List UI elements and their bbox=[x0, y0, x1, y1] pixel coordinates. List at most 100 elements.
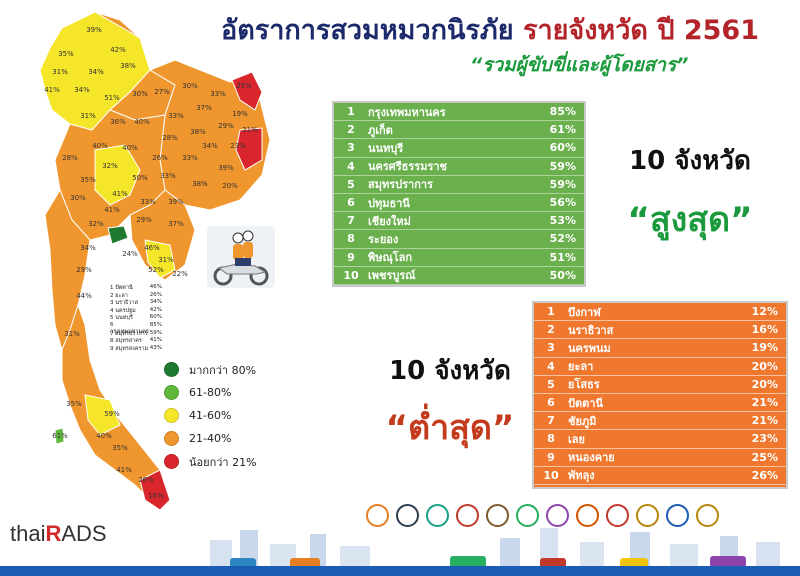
province-value-label: 40% bbox=[96, 432, 112, 440]
province-value-label: 19% bbox=[232, 110, 248, 118]
province-value-label: 39% bbox=[168, 198, 184, 206]
province-value-label: 39% bbox=[86, 26, 102, 34]
province-cell: ชัยภูมิ bbox=[568, 414, 597, 428]
province-cell: นราธิวาส bbox=[568, 323, 614, 337]
province-value-label: 41% bbox=[112, 190, 128, 198]
province-value-label: 16% bbox=[148, 492, 164, 500]
province-cell: พัทลุง bbox=[568, 469, 595, 483]
province-cell: เชียงใหม่ bbox=[368, 214, 411, 228]
province-cell: ระยอง bbox=[368, 232, 399, 246]
province-value-label: 27% bbox=[154, 88, 170, 96]
list-item-value: 43% bbox=[149, 344, 162, 351]
province-cell: กรุงเทพมหานคร bbox=[368, 105, 446, 119]
table-row: 6 ปัตตานี 21% bbox=[534, 394, 786, 413]
province-value-label: 28% bbox=[162, 134, 178, 142]
province-value-label: 37% bbox=[168, 220, 184, 228]
list-item-name: 5 นนทบุรี bbox=[110, 315, 133, 322]
rank-cell: 5 bbox=[547, 377, 555, 391]
province-cell: นนทบุรี bbox=[368, 141, 404, 155]
region-central-yellow bbox=[94, 144, 141, 206]
province-value-label: 33% bbox=[140, 198, 156, 206]
value-cell: 59% bbox=[549, 177, 576, 191]
legend-label: 61-80% bbox=[189, 386, 232, 399]
helmet-icon bbox=[164, 454, 179, 469]
bottom10-caption-lowest: “ต่ำสุด” bbox=[385, 408, 515, 448]
rank-cell: 3 bbox=[347, 141, 355, 155]
list-item: 2 ยะลา 26% bbox=[110, 292, 162, 300]
province-value-label: 46% bbox=[144, 244, 160, 252]
list-item: 3 นราธิวาส 34% bbox=[110, 299, 162, 307]
table-row: 2 นราธิวาส 16% bbox=[534, 321, 786, 340]
province-value-label: 26% bbox=[138, 476, 154, 484]
province-value-label: 31% bbox=[80, 112, 96, 120]
table-row: 8 ระยอง 52% bbox=[334, 230, 584, 249]
partner-logo-4-icon bbox=[456, 504, 479, 527]
province-value-label: 24% bbox=[122, 250, 138, 258]
list-item: 4 นครปฐม 42% bbox=[110, 307, 162, 315]
province-value-label: 29% bbox=[76, 266, 92, 274]
legend-label: 21-40% bbox=[189, 432, 232, 445]
rank-cell: 10 bbox=[343, 268, 359, 282]
partner-logo-8-icon bbox=[576, 504, 599, 527]
province-value-label: 35% bbox=[80, 176, 96, 184]
province-cell: บึงกาฬ bbox=[568, 305, 601, 319]
map-regions bbox=[39, 11, 271, 511]
brand-part-c: ADS bbox=[61, 521, 107, 546]
value-cell: 52% bbox=[549, 232, 576, 246]
value-cell: 53% bbox=[549, 214, 576, 228]
rank-cell: 9 bbox=[347, 250, 355, 264]
title-block: อัตราการสวมหมวกนิรภัย รายจังหวัด ปี 2561 bbox=[190, 8, 790, 51]
province-value-label: 35% bbox=[66, 400, 82, 408]
partner-logos bbox=[366, 504, 719, 527]
helmet-icon bbox=[164, 362, 179, 377]
list-item-name: 7 สมุทรปราการ bbox=[110, 330, 148, 337]
province-value-label: 37% bbox=[196, 104, 212, 112]
list-item-value: 42% bbox=[149, 306, 162, 313]
list-item-name: 1 ปัตตานี bbox=[110, 285, 133, 291]
rank-cell: 4 bbox=[547, 359, 555, 373]
region-east bbox=[129, 189, 196, 281]
rank-cell: 6 bbox=[347, 196, 355, 210]
rank-cell: 4 bbox=[347, 159, 355, 173]
province-value-label: 26% bbox=[152, 154, 168, 162]
province-value-label: 52% bbox=[148, 266, 164, 274]
table-row: 9 พิษณุโลก 51% bbox=[334, 249, 584, 267]
province-value-label: 35% bbox=[112, 444, 128, 452]
province-value-label: 20% bbox=[222, 182, 238, 190]
legend-label: มากกว่า 80% bbox=[189, 363, 257, 377]
region-south-yellow bbox=[84, 394, 121, 436]
list-item-value: 26% bbox=[149, 291, 162, 298]
province-value-label: 22% bbox=[172, 270, 188, 278]
list-item-name: 6 กรุงเทพมหานคร bbox=[110, 321, 149, 335]
legend-item: 41-60% bbox=[164, 404, 257, 427]
partner-logo-2-icon bbox=[396, 504, 419, 527]
province-cell: สมุทรปราการ bbox=[368, 178, 433, 192]
table-row: 9 หนองคาย 25% bbox=[534, 449, 786, 467]
province-cell: หนองคาย bbox=[568, 451, 615, 465]
province-cell: ปัตตานี bbox=[568, 396, 603, 410]
province-value-label: 44% bbox=[76, 292, 92, 300]
province-value-label: 40% bbox=[92, 142, 108, 150]
province-cell: ปทุมธานี bbox=[368, 196, 410, 210]
value-cell: 60% bbox=[549, 141, 576, 155]
brand-part-b: R bbox=[45, 521, 62, 546]
province-value-label: 29% bbox=[218, 122, 234, 130]
page-title: อัตราการสวมหมวกนิรภัย รายจังหวัด ปี 2561 bbox=[190, 8, 790, 51]
rank-cell: 1 bbox=[547, 305, 555, 319]
rank-cell: 7 bbox=[547, 414, 555, 428]
title-part1: อัตราการสวมหมวกนิรภัย bbox=[220, 15, 523, 46]
table-row: 1 กรุงเทพมหานคร 85% bbox=[334, 103, 584, 122]
list-item-name: 3 นราธิวาส bbox=[110, 300, 138, 307]
rank-cell: 2 bbox=[347, 123, 355, 137]
rank-cell: 8 bbox=[547, 432, 555, 446]
region-deep-south bbox=[139, 469, 171, 511]
province-value-label: 32% bbox=[102, 162, 118, 170]
list-item-name: 2 ยะลา bbox=[110, 292, 128, 299]
province-cell: เพชรบูรณ์ bbox=[368, 269, 416, 283]
legend-item: น้อยกว่า 21% bbox=[164, 450, 257, 473]
region-east-yellow bbox=[144, 239, 176, 279]
province-value-label: 30% bbox=[70, 194, 86, 202]
value-cell: 59% bbox=[549, 159, 576, 173]
province-cell: พิษณุโลก bbox=[368, 251, 413, 265]
province-value-label: 34% bbox=[202, 142, 218, 150]
